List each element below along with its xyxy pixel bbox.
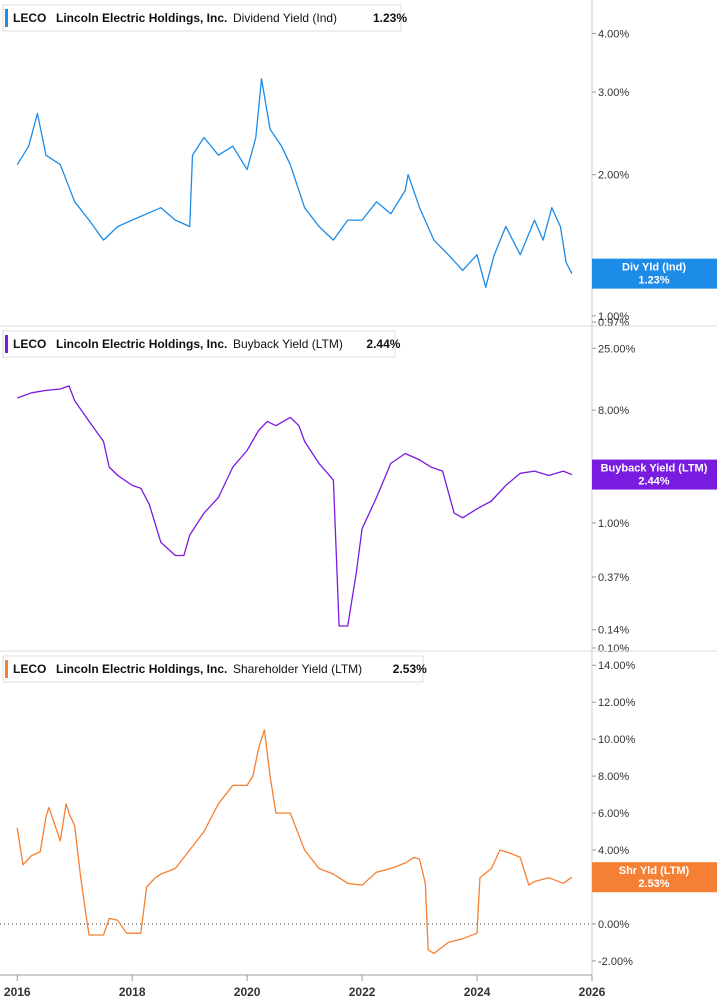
y-tick-label: 0.00% — [598, 919, 629, 931]
legend-metric: Dividend Yield (Ind) — [233, 11, 337, 25]
y-tick-label: 6.00% — [598, 808, 629, 820]
value-badge-bg — [592, 459, 717, 490]
legend-value: 2.44% — [366, 337, 400, 351]
legend-swatch — [5, 335, 8, 353]
x-tick-label: 2022 — [349, 985, 376, 999]
legend-metric: Shareholder Yield (LTM) — [233, 662, 362, 676]
legend: LECO Lincoln Electric Holdings, Inc. Divid… — [2, 4, 407, 32]
legend-metric: Buyback Yield (LTM) — [233, 337, 343, 351]
legend-box — [2, 4, 402, 32]
value-badge: Div Yld (Ind)1.23% — [592, 258, 717, 289]
panel-2: 25.00% 8.00% 1.00% 0.37% 0.14% 0.10% LECO Linco… — [0, 325, 717, 655]
legend-ticker: LECO — [13, 662, 46, 676]
legend: LECO Lincoln Electric Holdings, Inc. Buyba… — [2, 330, 401, 358]
y-tick-label: 0.10% — [598, 643, 629, 655]
y-tick-label: 2.00% — [598, 170, 629, 182]
y-tick-label: 1.00% — [598, 518, 629, 530]
value-badge-bg — [592, 258, 717, 289]
legend-company: Lincoln Electric Holdings, Inc. — [56, 11, 227, 25]
y-tick-label: 0.37% — [598, 572, 629, 584]
x-tick-label: 2020 — [234, 985, 261, 999]
legend: LECO Lincoln Electric Holdings, Inc. Share… — [2, 655, 427, 683]
value-badge-label: Buyback Yield (LTM) — [601, 463, 708, 475]
y-tick-label: 0.14% — [598, 625, 629, 637]
series-line — [16, 78, 573, 288]
y-tick-label: 25.00% — [598, 343, 636, 355]
value-badge: Shr Yld (LTM)2.53% — [592, 862, 717, 893]
legend-value: 1.23% — [373, 11, 407, 25]
value-badge: Buyback Yield (LTM)2.44% — [592, 459, 717, 490]
legend-company: Lincoln Electric Holdings, Inc. — [56, 662, 227, 676]
legend-swatch — [5, 660, 8, 678]
x-tick-label: 2024 — [464, 985, 491, 999]
x-tick-label: 2016 — [4, 985, 31, 999]
y-tick-label: 1.00% — [598, 311, 629, 323]
y-tick-label: 14.00% — [598, 660, 636, 672]
y-tick-label: 8.00% — [598, 771, 629, 783]
y-tick-label: 3.00% — [598, 87, 629, 99]
y-tick-label: -2.00% — [598, 956, 633, 968]
value-badge-value: 1.23% — [638, 275, 669, 287]
legend-ticker: LECO — [13, 11, 46, 25]
y-tick-label: 0.97% — [598, 317, 629, 329]
value-badge-value: 2.53% — [638, 878, 669, 890]
value-badge-value: 2.44% — [638, 476, 669, 488]
legend-company: Lincoln Electric Holdings, Inc. — [56, 337, 227, 351]
legend-ticker: LECO — [13, 337, 46, 351]
y-tick-label: 8.00% — [598, 405, 629, 417]
value-badge-label: Div Yld (Ind) — [622, 262, 686, 274]
x-tick-label: 2026 — [579, 985, 606, 999]
value-badge-bg — [592, 862, 717, 893]
legend-value: 2.53% — [393, 662, 427, 676]
y-tick-label: 12.00% — [598, 697, 636, 709]
y-tick-label: 10.00% — [598, 734, 636, 746]
panel-1: 4.00% 3.00% 2.00% 1.00%0.97% LECO Lincoln Ele… — [2, 4, 717, 329]
legend-box — [2, 655, 424, 683]
series-line — [16, 385, 573, 627]
y-tick-label: 4.00% — [598, 845, 629, 857]
legend-swatch — [5, 9, 8, 27]
x-tick-label: 2018 — [119, 985, 146, 999]
value-badge-label: Shr Yld (LTM) — [619, 865, 690, 877]
panel-3: 14.00%12.00%10.00%8.00%6.00%4.00%2.00%0.… — [0, 650, 717, 968]
series-line — [16, 729, 573, 955]
y-tick-label: 4.00% — [598, 28, 629, 40]
legend-box — [2, 330, 396, 358]
